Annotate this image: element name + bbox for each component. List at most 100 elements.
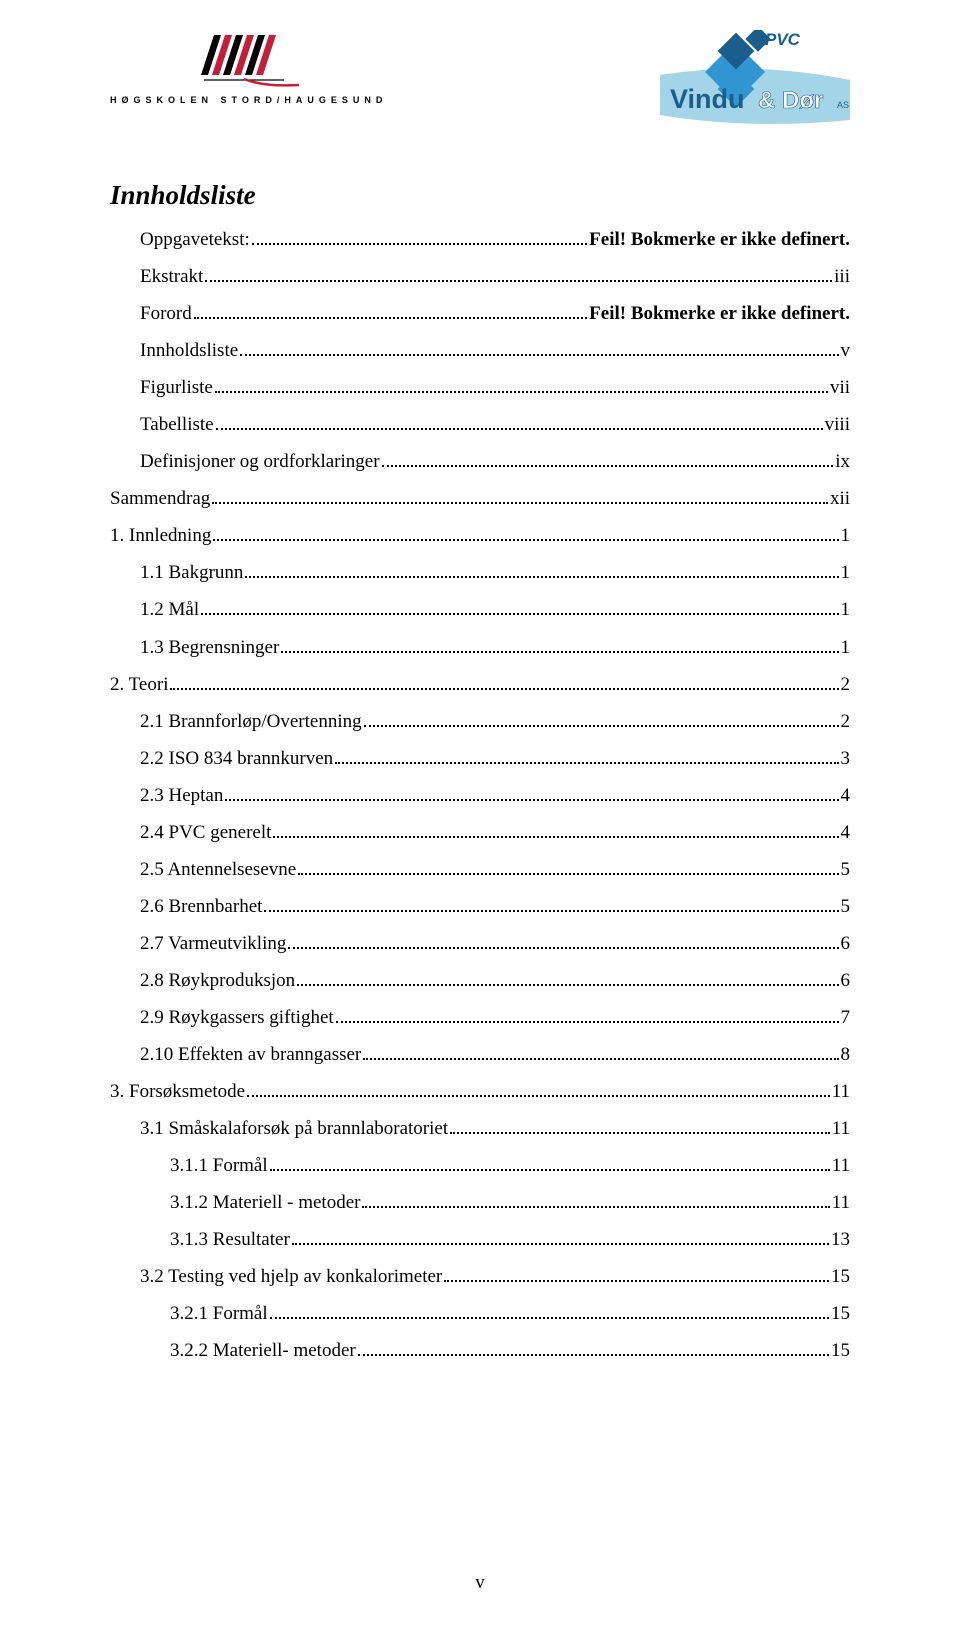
toc-label: 2.1 Brannforløp/Overtenning <box>140 703 362 740</box>
toc-leader-dots <box>212 483 828 504</box>
toc-entry: 2.8 Røykproduksjon 6 <box>110 962 850 999</box>
toc-entry: 3. Forsøksmetode 11 <box>110 1073 850 1110</box>
toc-label: 2.2 ISO 834 brannkurven <box>140 740 333 777</box>
toc-label: 3.2.2 Materiell- metoder <box>170 1332 356 1369</box>
toc-entry: Innholdsliste v <box>110 332 850 369</box>
toc-leader-dots <box>270 1298 829 1319</box>
toc-page: 1 <box>841 517 851 554</box>
toc-entry: 3.2.2 Materiell- metoder 15 <box>110 1332 850 1369</box>
toc-entry: 3.2.1 Formål 15 <box>110 1295 850 1332</box>
toc-label: Forord <box>140 295 192 332</box>
toc-label: 3.1.2 Materiell - metoder <box>170 1184 360 1221</box>
toc-page: 1 <box>841 554 851 591</box>
toc-entry: 2.6 Brennbarhet 5 <box>110 888 850 925</box>
toc-entry: 2.1 Brannforløp/Overtenning 2 <box>110 703 850 740</box>
toc-label: 1.1 Bakgrunn <box>140 554 243 591</box>
toc-label: Sammendrag <box>110 480 210 517</box>
toc-label: 2.7 Varmeutvikling <box>140 925 286 962</box>
toc-entry: 2.3 Heptan 4 <box>110 777 850 814</box>
toc-entry: Ekstrakt iii <box>110 258 850 295</box>
toc-page: 11 <box>832 1147 850 1184</box>
toc-label: Ekstrakt <box>140 258 203 295</box>
toc-entry: 3.1.2 Materiell - metoder 11 <box>110 1184 850 1221</box>
toc-label: 2.9 Røykgassers giftighet <box>140 999 334 1036</box>
toc-page: 11 <box>832 1110 850 1147</box>
toc-page: 6 <box>841 962 851 999</box>
toc-entry: 3.1.1 Formål 11 <box>110 1147 850 1184</box>
toc-entry: 2.5 Antennelsesevne 5 <box>110 851 850 888</box>
toc-leader-dots <box>215 372 828 393</box>
svg-text:PVC: PVC <box>765 30 801 49</box>
toc-leader-dots <box>363 1039 838 1060</box>
toc-leader-dots <box>288 928 838 949</box>
toc-leader-dots <box>336 1002 839 1023</box>
logo-hsh: HØGSKOLEN STORD/HAUGESUND <box>110 30 387 105</box>
toc-leader-dots <box>281 632 838 653</box>
toc-leader-dots <box>382 446 834 467</box>
page-title: Innholdsliste <box>110 180 850 211</box>
toc-label: 2.4 PVC generelt <box>140 814 271 851</box>
table-of-contents: Oppgavetekst: Feil! Bokmerke er ikke def… <box>110 221 850 1369</box>
toc-entry: 2.9 Røykgassers giftighet 7 <box>110 999 850 1036</box>
toc-page: 5 <box>841 888 851 925</box>
toc-entry: Sammendrag xii <box>110 480 850 517</box>
toc-leader-dots <box>247 1076 830 1097</box>
toc-entry: 2.2 ISO 834 brannkurven 3 <box>110 740 850 777</box>
toc-page: 5 <box>841 851 851 888</box>
toc-entry: 3.1.3 Resultater 13 <box>110 1221 850 1258</box>
toc-page: 11 <box>832 1073 850 1110</box>
svg-text:AS: AS <box>837 100 849 110</box>
toc-page: 15 <box>831 1258 850 1295</box>
toc-label: 2.10 Effekten av branngasser <box>140 1036 361 1073</box>
toc-label: Oppgavetekst: <box>140 221 250 258</box>
toc-entry: Oppgavetekst: Feil! Bokmerke er ikke def… <box>110 221 850 258</box>
hsh-logo-icon <box>159 30 339 100</box>
toc-label: 1.3 Begrensninger <box>140 629 279 666</box>
logo-vindu-dor: PVC Vindu & Dør AS <box>640 30 850 125</box>
page-number: v <box>0 1572 960 1594</box>
toc-leader-dots <box>450 1113 830 1134</box>
toc-entry: Forord Feil! Bokmerke er ikke definert. <box>110 295 850 332</box>
toc-page: 2 <box>841 703 851 740</box>
document-page: HØGSKOLEN STORD/HAUGESUND PVC Vindu & Dø <box>0 0 960 1644</box>
svg-text:Vindu: Vindu <box>670 84 745 114</box>
toc-entry: 2.4 PVC generelt 4 <box>110 814 850 851</box>
toc-entry: 3.1 Småskalaforsøk på brannlaboratoriet … <box>110 1110 850 1147</box>
toc-page: 11 <box>832 1184 850 1221</box>
toc-label: 2.5 Antennelsesevne <box>140 851 296 888</box>
toc-entry: 1. Innledning 1 <box>110 517 850 554</box>
toc-page: 1 <box>841 591 851 628</box>
toc-leader-dots <box>194 298 587 319</box>
toc-leader-dots <box>264 891 838 912</box>
toc-page: 1 <box>841 629 851 666</box>
toc-page: 3 <box>841 740 851 777</box>
toc-page: iii <box>834 258 850 295</box>
page-header: HØGSKOLEN STORD/HAUGESUND PVC Vindu & Dø <box>110 30 850 125</box>
toc-label: 3.2.1 Formål <box>170 1295 268 1332</box>
toc-page: vii <box>830 369 850 406</box>
toc-page: 8 <box>841 1036 851 1073</box>
toc-label: 3.2 Testing ved hjelp av konkalorimeter <box>140 1258 442 1295</box>
toc-entry: Figurliste vii <box>110 369 850 406</box>
toc-label: Figurliste <box>140 369 213 406</box>
toc-entry: 1.1 Bakgrunn 1 <box>110 554 850 591</box>
toc-page: 6 <box>841 925 851 962</box>
toc-leader-dots <box>358 1335 829 1356</box>
toc-leader-dots <box>297 965 838 986</box>
toc-entry: 2.7 Varmeutvikling 6 <box>110 925 850 962</box>
toc-leader-dots <box>364 706 839 727</box>
logo-hsh-caption: HØGSKOLEN STORD/HAUGESUND <box>110 95 387 105</box>
toc-leader-dots <box>362 1187 829 1208</box>
toc-leader-dots <box>335 743 838 764</box>
toc-page: ix <box>835 443 850 480</box>
toc-entry: 2.10 Effekten av branngasser 8 <box>110 1036 850 1073</box>
toc-label: Innholdsliste <box>140 332 238 369</box>
toc-label: Definisjoner og ordforklaringer <box>140 443 380 480</box>
toc-label: 3.1 Småskalaforsøk på brannlaboratoriet <box>140 1110 448 1147</box>
toc-leader-dots <box>245 557 838 578</box>
toc-label: 1. Innledning <box>110 517 211 554</box>
toc-label: Tabelliste <box>140 406 214 443</box>
toc-leader-dots <box>201 594 838 615</box>
toc-label: 2. Teori <box>110 666 168 703</box>
toc-entry: 2. Teori 2 <box>110 666 850 703</box>
